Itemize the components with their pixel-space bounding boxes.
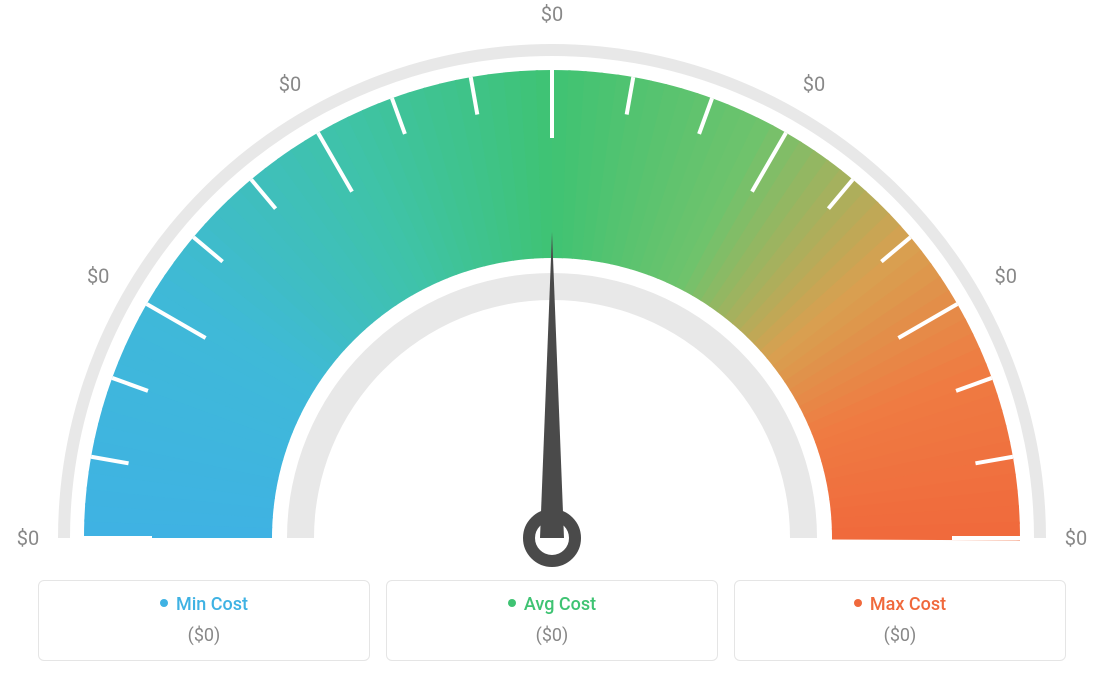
legend-card-min: Min Cost ($0)	[38, 580, 370, 661]
tick-label: $0	[17, 526, 39, 550]
legend-dot-avg	[508, 599, 516, 607]
legend-label-max: Max Cost	[735, 593, 1065, 615]
legend-row: Min Cost ($0) Avg Cost ($0) Max Cost ($0…	[38, 580, 1066, 661]
legend-value-min: ($0)	[39, 625, 369, 646]
legend-card-avg: Avg Cost ($0)	[386, 580, 718, 661]
tick-label: $0	[995, 264, 1017, 288]
legend-label-avg: Avg Cost	[387, 593, 717, 615]
tick-label: $0	[279, 72, 301, 96]
tick-label: $0	[803, 72, 825, 96]
legend-label-min: Min Cost	[39, 593, 369, 615]
tick-label: $0	[541, 2, 563, 26]
legend-text-max: Max Cost	[870, 594, 946, 615]
legend-value-avg: ($0)	[387, 625, 717, 646]
legend-text-min: Min Cost	[176, 594, 248, 615]
tick-label: $0	[87, 264, 109, 288]
legend-dot-min	[160, 599, 168, 607]
gauge-area: $0$0$0$0$0$0$0	[0, 10, 1104, 570]
gauge-chart-container: $0 $0 $0 $0 $0 $0 $0 Min Cost ($0) Avg Cost ($…	[0, 0, 1104, 690]
tick-label: $0	[1065, 526, 1087, 550]
gauge-svg	[0, 10, 1104, 570]
legend-text-avg: Avg Cost	[524, 594, 596, 615]
legend-dot-max	[854, 599, 862, 607]
legend-card-max: Max Cost ($0)	[734, 580, 1066, 661]
legend-value-max: ($0)	[735, 625, 1065, 646]
